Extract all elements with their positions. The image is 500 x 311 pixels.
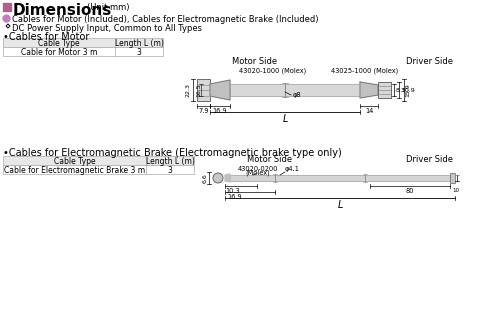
Text: (Molex): (Molex): [246, 170, 270, 177]
Bar: [450, 173, 455, 183]
Text: L: L: [338, 200, 342, 210]
Text: φ4.1: φ4.1: [285, 166, 300, 172]
Bar: [230, 175, 450, 181]
Text: •Cables for Motor: •Cables for Motor: [3, 32, 90, 42]
Bar: [3, 38, 163, 47]
Text: Cable Type: Cable Type: [54, 157, 96, 166]
Bar: [378, 82, 391, 98]
Text: Cable for Motor 3 m: Cable for Motor 3 m: [21, 48, 97, 57]
Text: DC Power Supply Input, Common to All Types: DC Power Supply Input, Common to All Typ…: [12, 24, 202, 33]
Polygon shape: [210, 80, 230, 100]
Circle shape: [213, 173, 223, 183]
Text: 15.9: 15.9: [405, 83, 410, 97]
Text: φ8: φ8: [293, 92, 302, 98]
Text: 22.3: 22.3: [186, 83, 191, 97]
Text: 16.5: 16.5: [196, 83, 201, 97]
Text: Motor Side: Motor Side: [248, 155, 292, 164]
Polygon shape: [360, 82, 378, 98]
Text: Length L (m): Length L (m): [114, 39, 164, 48]
Text: Cable for Electromagnetic Brake 3 m: Cable for Electromagnetic Brake 3 m: [4, 166, 145, 175]
Text: 7.9: 7.9: [198, 108, 209, 114]
Text: 6.6: 6.6: [203, 173, 208, 183]
Text: Length L (m): Length L (m): [146, 157, 194, 166]
Bar: [3, 47, 163, 56]
Text: Driver Side: Driver Side: [406, 57, 454, 66]
Text: 8.3: 8.3: [396, 87, 406, 92]
Bar: [197, 79, 210, 101]
Text: 10: 10: [452, 188, 459, 193]
Text: 43020-1000 (Molex): 43020-1000 (Molex): [240, 68, 306, 75]
Bar: [3, 156, 194, 165]
Bar: [3, 3, 11, 11]
Text: 16.9: 16.9: [227, 194, 242, 200]
Text: Dimensions: Dimensions: [13, 3, 112, 18]
Text: Driver Side: Driver Side: [406, 155, 454, 164]
Text: 3: 3: [136, 48, 141, 57]
Text: 14: 14: [365, 108, 373, 114]
Text: L: L: [282, 114, 288, 124]
Bar: [230, 84, 360, 96]
Polygon shape: [225, 174, 230, 182]
Text: 10.3: 10.3: [225, 188, 240, 194]
Text: •Cables for Electromagnetic Brake (Electromagnetic brake type only): •Cables for Electromagnetic Brake (Elect…: [3, 148, 342, 158]
Text: 80: 80: [406, 188, 414, 194]
Text: Motor Side: Motor Side: [232, 57, 278, 66]
Text: Cables for Motor (Included), Cables for Electromagnetic Brake (Included): Cables for Motor (Included), Cables for …: [12, 15, 318, 24]
Text: 16.9: 16.9: [212, 108, 228, 114]
Text: 43025-1000 (Molex): 43025-1000 (Molex): [332, 68, 398, 75]
Text: 3: 3: [168, 166, 172, 175]
Text: 10.9: 10.9: [401, 87, 415, 92]
Bar: [3, 165, 194, 174]
Text: Cable Type: Cable Type: [38, 39, 80, 48]
Text: (Unit mm): (Unit mm): [87, 3, 130, 12]
Text: 43020-0200: 43020-0200: [238, 166, 278, 172]
